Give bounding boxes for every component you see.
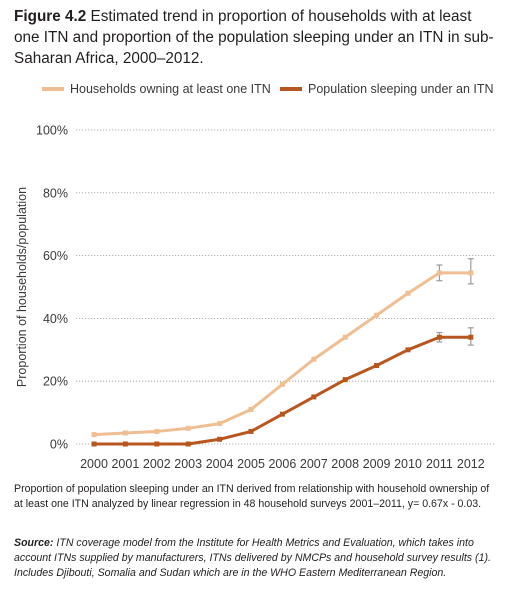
x-tick-label: 2004 [206, 457, 234, 471]
data-point-population [248, 428, 254, 434]
source-label: Source: [14, 537, 54, 549]
y-tick-label: 40% [43, 312, 68, 326]
grid-lines [76, 129, 495, 445]
data-point-households [311, 356, 317, 362]
data-point-population [405, 347, 411, 353]
legend-label-households: Households owning at least one ITN [70, 82, 271, 96]
source-text: ITN coverage model from the Institute fo… [14, 537, 491, 579]
data-point-households [185, 425, 191, 431]
legend-label-population: Population sleeping under an ITN [308, 82, 494, 96]
data-point-population [91, 441, 97, 447]
y-tick-label: 0% [50, 438, 68, 452]
y-tick-label: 100% [36, 124, 68, 138]
x-tick-label: 2011 [426, 457, 453, 471]
data-point-households [122, 430, 128, 436]
figure-source: Source: ITN coverage model from the Inst… [14, 536, 498, 581]
data-point-households [342, 334, 348, 340]
data-point-population [185, 441, 191, 447]
data-point-population [122, 441, 128, 447]
x-tick-label: 2003 [174, 457, 202, 471]
x-tick-label: 2010 [394, 457, 422, 471]
y-tick-labels: 0% 20% 40% 60% 80% 100% [36, 124, 68, 452]
x-tick-label: 2000 [80, 457, 108, 471]
y-tick-label: 80% [43, 186, 68, 200]
x-tick-label: 2006 [268, 457, 296, 471]
data-point-households [279, 381, 285, 387]
figure-note: Proportion of population sleeping under … [14, 483, 490, 510]
series-line-households [92, 271, 473, 437]
legend-item-households: Households owning at least one ITN [42, 82, 271, 96]
data-point-population [217, 436, 223, 442]
data-point-population [342, 377, 348, 383]
y-tick-label: 60% [43, 249, 68, 263]
data-point-households [468, 270, 474, 276]
data-point-population [468, 334, 474, 340]
x-tick-label: 2012 [457, 457, 485, 471]
x-tick-label: 2009 [363, 457, 391, 471]
series-group [91, 258, 474, 447]
figure-number: Figure 4.2 [14, 8, 87, 25]
data-point-population [374, 363, 380, 368]
data-point-households [91, 432, 97, 438]
x-tick-label: 2002 [143, 457, 171, 471]
data-point-households [436, 270, 442, 276]
legend-swatch-households [42, 87, 64, 91]
x-tick-label: 2001 [111, 457, 139, 471]
x-tick-label: 2005 [237, 457, 265, 471]
series-line-population [92, 335, 473, 446]
legend-swatch-population [280, 87, 302, 91]
data-point-households [248, 406, 254, 412]
data-point-households [405, 290, 411, 296]
data-point-population [311, 394, 317, 400]
x-tick-labels: 2000 2001 2002 2003 2004 2005 2006 2007 2008 2009… [80, 457, 485, 471]
data-point-population [279, 411, 285, 417]
figure-title: Figure 4.2 Estimated trend in proportion… [14, 6, 498, 69]
y-tick-label: 20% [43, 375, 68, 389]
chart-legend: Households owning at least one ITN Popul… [42, 82, 502, 102]
y-axis-label: Proportion of households/population [15, 187, 29, 387]
x-tick-label: 2008 [331, 457, 359, 471]
line-chart: 0%20%40%60%80%100% 2000 2001 2002 2003 2004 2… [15, 124, 495, 471]
x-tick-label: 2007 [300, 457, 328, 471]
data-point-households [154, 428, 160, 434]
data-point-households [374, 312, 380, 318]
data-point-population [154, 441, 160, 447]
data-point-population [436, 334, 442, 340]
legend-item-population: Population sleeping under an ITN [280, 82, 494, 96]
data-point-households [217, 421, 223, 427]
figure-caption: Estimated trend in proportion of househo… [14, 8, 494, 67]
